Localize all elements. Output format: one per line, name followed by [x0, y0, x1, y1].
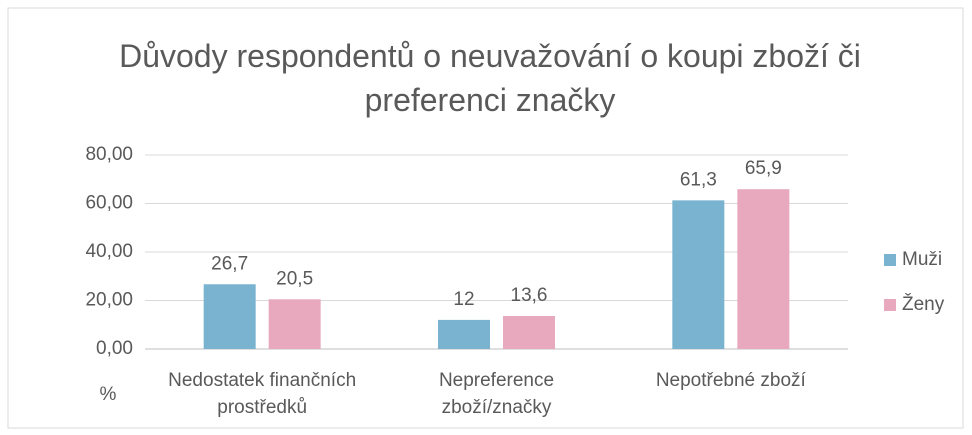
data-label: 13,6 [511, 285, 548, 306]
y-tick-label: 0,00 [96, 338, 133, 359]
data-label: 26,7 [211, 253, 248, 274]
x-tick-label: Nepotřebné zboží [655, 370, 806, 391]
x-tick-label: Nepreference zboží/značky [438, 370, 555, 418]
bar [438, 319, 490, 349]
data-label: 12 [453, 289, 474, 310]
y-tick-label: 20,00 [85, 290, 133, 311]
legend-swatch [884, 254, 896, 266]
bar [672, 200, 725, 349]
y-axis-label: % [100, 384, 117, 405]
y-tick-label: 80,00 [85, 144, 133, 165]
bar [203, 284, 256, 349]
legend-label: Muži [902, 249, 942, 270]
chart-border [7, 7, 964, 429]
data-label: 20,5 [276, 268, 313, 289]
chart-title: Důvody respondentů o neuvažování o koupi… [119, 38, 861, 118]
bar [268, 299, 321, 349]
legend-label: Ženy [902, 293, 945, 315]
legend-swatch [884, 299, 896, 311]
y-tick-label: 40,00 [85, 241, 133, 262]
y-tick-label: 60,00 [85, 193, 133, 214]
bar [737, 189, 790, 349]
data-label: 61,3 [680, 169, 717, 190]
bar [503, 316, 555, 349]
data-label: 65,9 [745, 158, 782, 179]
x-tick-label: Nedostatek finančních prostředků [168, 370, 357, 418]
